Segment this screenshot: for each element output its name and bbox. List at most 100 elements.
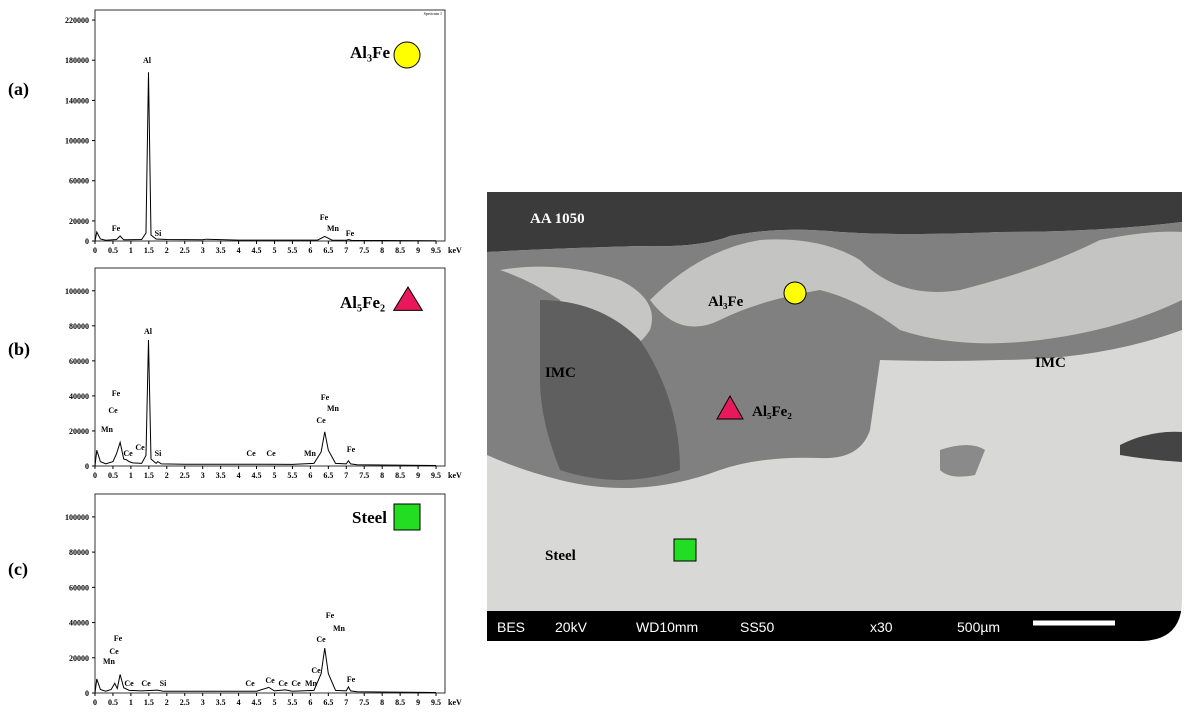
peak-label: Ce xyxy=(141,679,151,688)
peak-label: Mn xyxy=(103,657,116,666)
x-tick-label: 4 xyxy=(237,246,241,255)
image-marker xyxy=(673,538,697,562)
x-tick-label: 8.5 xyxy=(395,471,405,480)
x-tick-label: 1.5 xyxy=(144,471,154,480)
x-axis-label: keV xyxy=(448,698,462,707)
x-tick-label: 6.5 xyxy=(323,246,333,255)
peak-label: Ce xyxy=(266,449,276,458)
x-tick-label: 9 xyxy=(416,471,420,480)
x-tick-label: 3.5 xyxy=(216,698,226,707)
x-tick-label: 9.5 xyxy=(431,471,441,480)
peak-label: Fe xyxy=(320,213,329,222)
peak-label: Ce xyxy=(278,679,288,688)
x-tick-label: 7 xyxy=(344,246,348,255)
x-tick-label: 7 xyxy=(344,698,348,707)
x-tick-label: 5.5 xyxy=(287,698,297,707)
peak-label: Ce xyxy=(246,449,256,458)
x-tick-label: 2 xyxy=(165,471,169,480)
y-tick-label: 20000 xyxy=(69,217,89,226)
peak-label: Ce xyxy=(135,443,145,452)
image-label: Al₃Fe xyxy=(708,294,744,310)
x-tick-label: 8.5 xyxy=(395,246,405,255)
spectrum-line xyxy=(94,648,437,694)
x-tick-label: 2 xyxy=(165,246,169,255)
x-tick-label: 5.5 xyxy=(287,246,297,255)
x-tick-label: 2.5 xyxy=(180,246,190,255)
y-tick-label: 180000 xyxy=(65,56,89,65)
x-tick-label: 1 xyxy=(129,698,133,707)
x-tick-label: 1.5 xyxy=(144,246,154,255)
x-tick-label: 4.5 xyxy=(252,471,262,480)
x-tick-label: 6 xyxy=(308,698,312,707)
x-axis-label: keV xyxy=(448,471,462,480)
x-tick-label: 8 xyxy=(380,698,384,707)
y-tick-label: 0 xyxy=(85,462,89,471)
imc-region xyxy=(540,300,680,480)
x-tick-label: 0 xyxy=(93,698,97,707)
peak-label: Ce xyxy=(316,416,326,425)
peak-label: Ce xyxy=(124,679,134,688)
peak-label: Mn xyxy=(305,679,318,688)
legend-marker xyxy=(392,286,424,311)
y-tick-label: 0 xyxy=(85,689,89,698)
x-tick-label: 2.5 xyxy=(180,698,190,707)
peak-label: Fe xyxy=(347,445,356,454)
info-text: x30 xyxy=(870,619,893,635)
peak-label: Mn xyxy=(327,224,340,233)
info-text: 20kV xyxy=(555,619,588,635)
y-tick-label: 40000 xyxy=(69,392,89,401)
spectrum-line xyxy=(94,72,437,242)
plot-frame xyxy=(94,493,446,694)
x-tick-label: 3.5 xyxy=(216,471,226,480)
x-tick-label: 7 xyxy=(344,471,348,480)
x-tick-label: 9 xyxy=(416,698,420,707)
peak-label: Mn xyxy=(304,449,317,458)
peak-label: Fe xyxy=(112,224,121,233)
peak-label: Si xyxy=(155,229,162,238)
peak-label: Mn xyxy=(327,404,340,413)
x-tick-label: 4 xyxy=(237,471,241,480)
image-label: IMC xyxy=(1035,355,1066,371)
peak-label: Si xyxy=(160,679,167,688)
panel-label: (c) xyxy=(8,559,28,580)
imc-region xyxy=(940,445,985,477)
peak-label: Ce xyxy=(265,676,275,685)
x-tick-label: 8.5 xyxy=(395,698,405,707)
x-tick-label: 2.5 xyxy=(180,471,190,480)
y-tick-label: 20000 xyxy=(69,427,89,436)
legend-label: Al₅Fe₂ xyxy=(340,293,385,312)
panel-label: (b) xyxy=(8,339,30,360)
legend-marker xyxy=(393,41,421,69)
image-label: AA 1050 xyxy=(530,211,585,227)
peak-label: Mn xyxy=(101,425,114,434)
x-tick-label: 3.5 xyxy=(216,246,226,255)
y-tick-label: 60000 xyxy=(69,357,89,366)
peak-label: Fe xyxy=(114,634,123,643)
peak-label: Fe xyxy=(326,611,335,620)
x-tick-label: 9.5 xyxy=(431,246,441,255)
x-tick-label: 6.5 xyxy=(323,698,333,707)
sem-image: AA 1050 Al₃Fe Al₅Fe₂ IMC IMC Steel BES 20kV WD10… xyxy=(487,192,1182,641)
image-label: Steel xyxy=(545,548,576,564)
info-bar xyxy=(487,611,1182,641)
image-marker xyxy=(783,281,807,305)
y-tick-label: 100000 xyxy=(65,137,89,146)
x-tick-label: 0.5 xyxy=(108,698,118,707)
plot-frame xyxy=(94,267,446,467)
peak-label: Al xyxy=(143,56,152,65)
y-tick-label: 20000 xyxy=(69,654,89,663)
x-tick-label: 1.5 xyxy=(144,698,154,707)
y-tick-label: 100000 xyxy=(65,513,89,522)
x-tick-label: 5 xyxy=(272,246,276,255)
peak-label: Si xyxy=(155,449,162,458)
corner-label: Spectrum 1 xyxy=(424,11,442,16)
x-tick-label: 3 xyxy=(201,698,205,707)
image-label: IMC xyxy=(545,365,576,381)
legend-marker xyxy=(393,503,421,531)
spectrum-line xyxy=(94,339,437,467)
peak-label: Fe xyxy=(112,389,121,398)
y-tick-label: 100000 xyxy=(65,287,89,296)
x-tick-label: 0.5 xyxy=(108,246,118,255)
y-tick-label: 60000 xyxy=(69,177,89,186)
